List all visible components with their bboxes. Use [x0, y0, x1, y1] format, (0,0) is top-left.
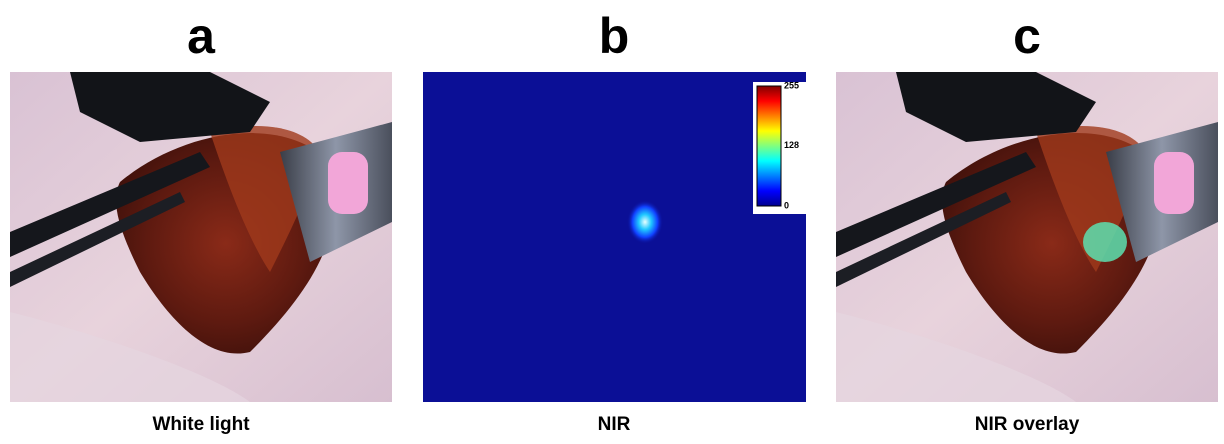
overlay-spot: [1083, 222, 1127, 262]
panel-letter: a: [187, 8, 216, 64]
panel-letter: b: [599, 8, 630, 64]
colorbar-scale: [756, 85, 782, 207]
white-light-image: [10, 72, 392, 402]
nir-background: [423, 72, 806, 402]
panel-caption: NIR: [598, 414, 631, 435]
colorbar-ticks: 255 128 0: [784, 80, 799, 210]
panel-caption: White light: [152, 414, 250, 435]
nir-image: [423, 72, 809, 402]
colorbar-tick-label: 255: [784, 80, 799, 90]
panel-caption: NIR overlay: [975, 414, 1080, 435]
nir-spot: [627, 200, 663, 244]
colorbar-tick-label: 0: [784, 200, 789, 210]
colorbar-tick-label: 128: [784, 140, 799, 150]
panel-letter: c: [1013, 8, 1041, 64]
overlay-image: [836, 72, 1218, 402]
